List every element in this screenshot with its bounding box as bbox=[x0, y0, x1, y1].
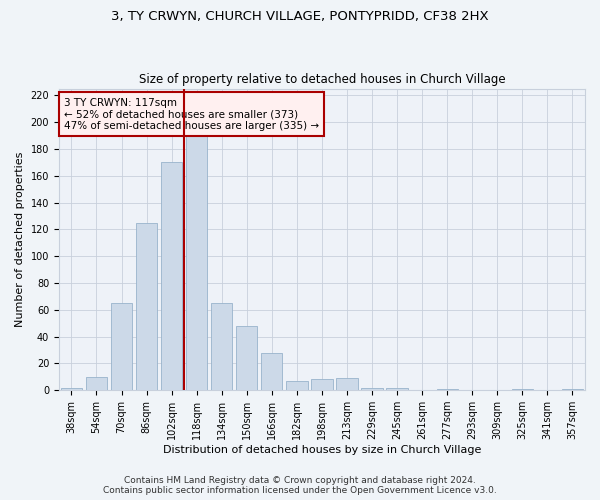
Bar bbox=[337, 378, 358, 390]
Bar bbox=[311, 380, 332, 390]
Bar bbox=[437, 389, 458, 390]
Title: Size of property relative to detached houses in Church Village: Size of property relative to detached ho… bbox=[139, 73, 505, 86]
Bar bbox=[562, 389, 583, 390]
Text: 3, TY CRWYN, CHURCH VILLAGE, PONTYPRIDD, CF38 2HX: 3, TY CRWYN, CHURCH VILLAGE, PONTYPRIDD,… bbox=[111, 10, 489, 23]
Bar bbox=[111, 303, 132, 390]
Text: Contains HM Land Registry data © Crown copyright and database right 2024.
Contai: Contains HM Land Registry data © Crown c… bbox=[103, 476, 497, 495]
Bar bbox=[186, 129, 208, 390]
Bar bbox=[512, 389, 533, 390]
Bar bbox=[86, 377, 107, 390]
Bar bbox=[236, 326, 257, 390]
X-axis label: Distribution of detached houses by size in Church Village: Distribution of detached houses by size … bbox=[163, 445, 481, 455]
Bar bbox=[361, 388, 383, 390]
Bar bbox=[286, 381, 308, 390]
Bar bbox=[211, 303, 232, 390]
Bar bbox=[61, 388, 82, 390]
Bar bbox=[136, 222, 157, 390]
Y-axis label: Number of detached properties: Number of detached properties bbox=[15, 152, 25, 327]
Bar bbox=[386, 388, 408, 390]
Bar bbox=[261, 352, 283, 390]
Bar bbox=[161, 162, 182, 390]
Text: 3 TY CRWYN: 117sqm
← 52% of detached houses are smaller (373)
47% of semi-detach: 3 TY CRWYN: 117sqm ← 52% of detached hou… bbox=[64, 98, 319, 131]
